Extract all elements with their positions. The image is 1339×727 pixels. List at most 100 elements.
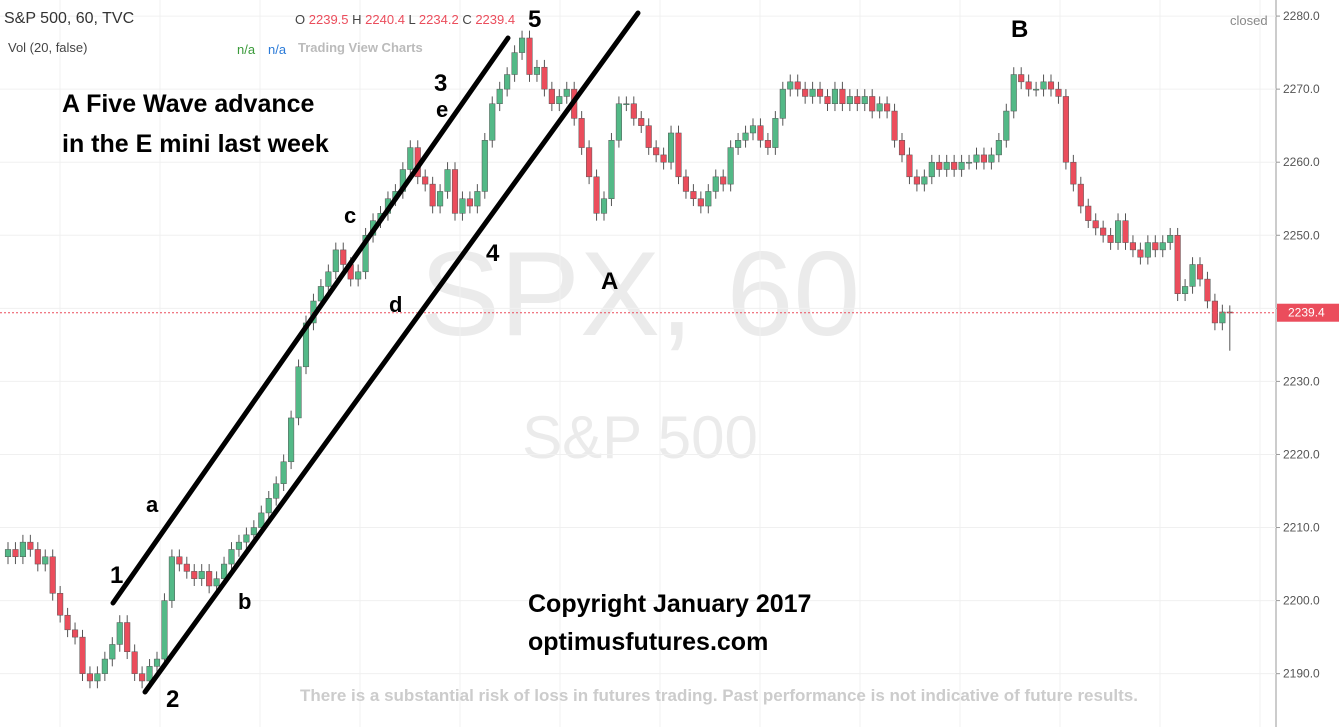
wave-label: B <box>1011 16 1029 43</box>
candle-body <box>340 249 347 265</box>
candle-body <box>1219 311 1226 324</box>
candle-body <box>660 154 667 163</box>
candle-body <box>1092 220 1099 229</box>
candle-body <box>422 176 429 185</box>
status: closed <box>1230 13 1268 28</box>
symbol[interactable]: S&P 500, 60, TVC <box>4 10 135 27</box>
candle-body <box>161 600 168 660</box>
candle-body <box>749 125 757 134</box>
candle-body <box>4 549 12 558</box>
candle-body <box>64 614 71 631</box>
candle-body <box>898 140 906 156</box>
y-tick-label: 2280.0 <box>1283 9 1320 23</box>
candle-body <box>936 161 943 170</box>
candle-body <box>94 673 101 682</box>
c-value: 2239.4 <box>475 12 516 27</box>
candle-body <box>1211 300 1218 324</box>
candle-body <box>966 161 973 164</box>
candle-body <box>973 154 980 163</box>
candle-body <box>600 198 608 214</box>
candle-body <box>742 132 749 141</box>
plot <box>0 0 1276 727</box>
candle-body <box>1040 81 1047 90</box>
candle-body <box>578 118 585 148</box>
candle-body <box>720 176 727 185</box>
candle-body <box>481 140 488 192</box>
candle-body <box>921 176 928 185</box>
candle-body <box>1070 161 1077 185</box>
candle-body <box>1033 88 1040 91</box>
wave-label: 2 <box>166 686 180 713</box>
wave-label: d <box>389 292 403 317</box>
ohlc: O 2239.5 H 2240.4 L 2234.2 C 2239.4 <box>295 12 515 27</box>
candle-body <box>1204 278 1211 302</box>
candle-body <box>548 88 555 105</box>
candle-body <box>489 103 496 141</box>
candle-body <box>1003 110 1010 141</box>
candle-body <box>221 563 228 579</box>
candle-body <box>727 147 734 185</box>
candle-body <box>474 191 481 207</box>
y-tick-label: 2250.0 <box>1283 228 1320 242</box>
watermark-symbol: SPX, 60 <box>420 227 860 361</box>
last-price-label: 2239.4 <box>1288 306 1325 320</box>
candle-body <box>682 176 690 192</box>
candle-body <box>109 644 116 660</box>
candle-body <box>757 125 764 141</box>
candle-body <box>183 563 190 572</box>
candle-body <box>1137 249 1144 258</box>
candle-body <box>906 154 913 178</box>
volume[interactable]: Vol (20, false) <box>8 40 88 55</box>
o-value: 2239.5 <box>308 12 349 27</box>
candle-body <box>1062 96 1069 163</box>
candle-body <box>831 88 839 105</box>
candle-body <box>258 512 265 528</box>
candle-body <box>794 81 801 90</box>
candle-body <box>861 96 868 105</box>
candle-body <box>586 147 593 178</box>
candle-body <box>153 658 161 667</box>
candle-body <box>250 527 257 536</box>
candle-body <box>1174 235 1181 294</box>
candle-body <box>697 198 704 207</box>
watermark-name: S&P 500 <box>522 404 758 471</box>
candle-body <box>988 154 995 163</box>
candle-body <box>526 37 533 75</box>
candle-body <box>504 74 511 90</box>
wave-label: 4 <box>486 240 500 267</box>
candle-body <box>772 118 779 148</box>
candle-body <box>288 417 295 463</box>
candle-body <box>854 96 861 105</box>
candle-body <box>295 366 302 419</box>
candle-body <box>86 673 94 682</box>
candle-body <box>139 673 146 682</box>
candle-body <box>317 286 324 302</box>
candle-body <box>787 81 794 90</box>
candle-body <box>273 483 280 499</box>
candle-body <box>451 169 459 214</box>
candle-body <box>101 658 108 674</box>
candle-body <box>176 556 183 565</box>
candle-body <box>79 636 86 674</box>
candle-body <box>206 571 213 587</box>
candle-body <box>146 666 153 682</box>
candle-body <box>332 249 339 273</box>
candle-body <box>980 154 988 163</box>
candle-body <box>12 549 19 558</box>
candle-body <box>407 147 414 170</box>
candle-body <box>1055 88 1062 97</box>
candle-body <box>802 88 809 97</box>
candle-body <box>884 103 891 112</box>
candle-body <box>1025 81 1032 90</box>
candle-body <box>615 103 622 141</box>
candle-body <box>1122 220 1129 243</box>
candle-body <box>928 161 935 178</box>
candle-body <box>228 549 235 565</box>
candle-body <box>1167 235 1174 243</box>
candle-body <box>824 96 831 105</box>
candle-body <box>563 88 570 97</box>
candle-body <box>541 66 548 90</box>
candle-body <box>623 103 630 106</box>
